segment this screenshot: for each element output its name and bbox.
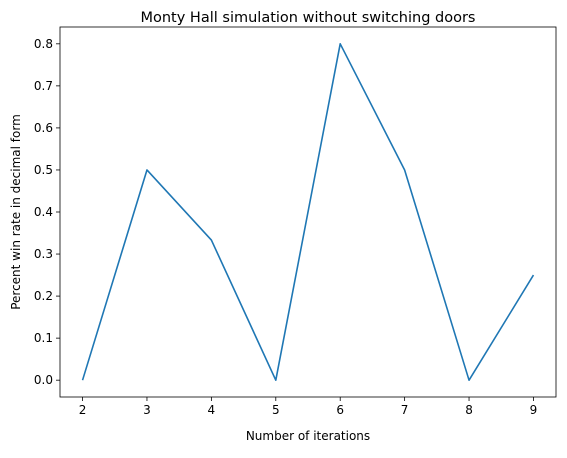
x-axis-label: Number of iterations (246, 429, 370, 443)
y-tick-label: 0.3 (34, 247, 53, 261)
y-tick-label: 0.1 (34, 331, 53, 345)
x-tick-label: 8 (465, 403, 473, 417)
y-tick-label: 0.5 (34, 163, 53, 177)
y-axis: 0.0 0.1 0.2 0.3 0.4 0.5 0.6 0.7 0.8 (34, 37, 60, 387)
y-tick-label: 0.4 (34, 205, 53, 219)
y-tick-label: 0.8 (34, 37, 53, 51)
y-axis-label: Percent win rate in decimal form (9, 114, 23, 310)
y-tick-label: 0.0 (34, 373, 53, 387)
chart-title: Monty Hall simulation without switching … (140, 10, 475, 26)
x-tick-label: 9 (530, 403, 538, 417)
y-tick-label: 0.2 (34, 289, 53, 303)
series-line (83, 44, 534, 380)
x-tick-label: 2 (79, 403, 87, 417)
x-tick-label: 3 (143, 403, 151, 417)
x-tick-label: 5 (272, 403, 280, 417)
x-axis: 2 3 4 5 6 7 8 9 (79, 397, 538, 417)
x-tick-label: 4 (208, 403, 216, 417)
x-tick-label: 7 (401, 403, 409, 417)
y-tick-label: 0.6 (34, 121, 53, 135)
y-tick-label: 0.7 (34, 79, 53, 93)
x-tick-label: 6 (336, 403, 344, 417)
